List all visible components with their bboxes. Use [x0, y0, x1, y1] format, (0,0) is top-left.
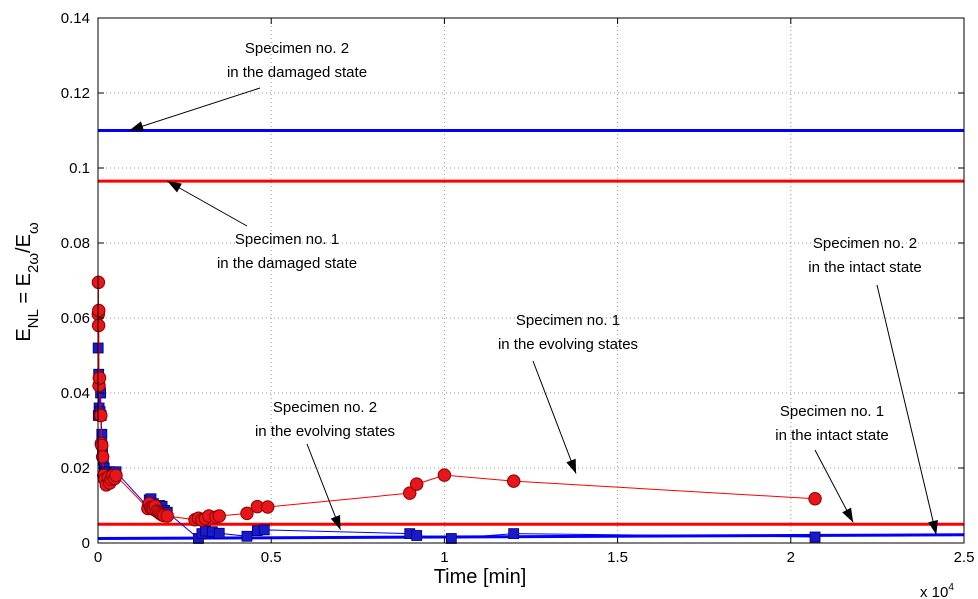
data-point-specimen2-evolving: [241, 530, 253, 542]
annotation-text: in the intact state: [775, 427, 888, 444]
data-point-specimen1-evolving: [92, 303, 106, 318]
data-point-specimen2-evolving: [445, 533, 457, 544]
annotation-arrowhead: [566, 458, 577, 474]
data-point-specimen2-evolving: [258, 524, 270, 536]
data-point-specimen2-evolving: [411, 530, 423, 541]
data-point-specimen1-evolving: [403, 486, 417, 500]
data-point-specimen1-evolving: [109, 468, 123, 483]
data-point-specimen1-evolving: [94, 408, 108, 423]
annotation-arrowhead: [928, 519, 938, 535]
annotation-arrow-line: [532, 360, 577, 474]
ann-s2-evolving: Specimen no. 2 in the evolving states: [255, 399, 395, 531]
annotation-text: in the evolving states: [498, 336, 638, 353]
data-point-specimen1-evolving: [409, 477, 424, 491]
annotation-text: Specimen no. 2: [273, 399, 377, 416]
series-line-specimen2-evolving: [97, 347, 816, 540]
y-tick-label: 0.04: [61, 385, 90, 402]
x-tick-label: 1: [440, 549, 448, 566]
data-point-specimen1-evolving: [95, 438, 109, 453]
annotation-text: Specimen no. 2: [813, 235, 917, 252]
y-tick-label: 0.1: [69, 160, 90, 177]
annotation-arrow-line: [129, 87, 261, 131]
ann-s1-intact: Specimen no. 1 in the intact state: [775, 403, 889, 523]
reference-line-specimen2-intact: [97, 533, 965, 540]
annotation-text: in the evolving states: [255, 423, 395, 440]
annotation-text: Specimen no. 1: [235, 231, 339, 248]
data-point-specimen1-evolving: [240, 506, 254, 521]
annotation-text: Specimen no. 2: [245, 40, 349, 57]
annotation-arrowhead: [330, 515, 341, 530]
x-axis-multiplier: x 104: [920, 582, 954, 599]
data-point-specimen1-evolving: [91, 318, 106, 333]
data-point-specimen1-evolving: [160, 509, 174, 523]
grid: [98, 18, 964, 543]
annotation-text: in the damaged state: [227, 64, 367, 81]
y-tick-label: 0.06: [61, 310, 90, 327]
annotation-arrowhead: [842, 507, 854, 523]
axis-ticks: 0 0.5 1 1.5 2 2.5 0 0.02 0.04 0.06 0.08 0.1 0.12 0.14: [61, 10, 975, 566]
data-point-specimen1-evolving: [506, 474, 521, 488]
annotation-arrow-line: [306, 443, 341, 531]
data-point-specimen2-evolving: [508, 528, 520, 540]
annotation-text: Specimen no. 1: [516, 312, 620, 329]
data-point-specimen1-evolving: [808, 492, 822, 506]
data-point-specimen2-evolving: [809, 531, 821, 543]
ann-s2-damaged: Specimen no. 2 in the damaged state: [129, 40, 367, 131]
annotations: Specimen no. 2in the damaged stateSpecim…: [129, 40, 938, 535]
x-tick-label: 1.5: [607, 549, 628, 566]
x-axis-label: Time [min]: [434, 566, 527, 588]
data-point-specimen1-evolving: [95, 450, 110, 464]
series-line-specimen1-evolving: [97, 282, 816, 521]
ann-s1-damaged: Specimen no. 1 in the damaged state: [167, 180, 357, 272]
annotation-text: Specimen no. 1: [780, 403, 884, 420]
data-point-specimen1-evolving: [261, 500, 275, 514]
data-point-specimen1-evolving: [437, 468, 452, 482]
annotation-text: in the damaged state: [217, 255, 357, 272]
x-tick-label: 0.5: [261, 549, 282, 566]
x-tick-label: 2.5: [954, 549, 975, 566]
ann-s2-intact: Specimen no. 2 in the intact state: [808, 235, 938, 535]
annotation-arrow-line: [876, 284, 937, 535]
y-tick-label: 0: [82, 535, 90, 552]
y-axis-label: ENL = E2ω/Eω: [13, 222, 42, 342]
annotation-arrowhead: [167, 181, 182, 193]
annotation-text: in the intact state: [808, 259, 921, 276]
annotation-arrowhead: [129, 121, 145, 131]
y-tick-label: 0.02: [61, 460, 90, 477]
x-tick-label: 0: [94, 549, 102, 566]
data-series: [91, 275, 822, 544]
series-specimen1-evolving: [91, 275, 822, 527]
x-tick-label: 2: [787, 549, 795, 566]
y-tick-label: 0.08: [61, 235, 90, 252]
y-tick-label: 0.14: [61, 10, 90, 27]
data-point-specimen1-evolving: [212, 509, 226, 523]
plot-border: [97, 17, 965, 544]
reference-lines: [97, 129, 965, 540]
data-point-specimen2-evolving: [213, 527, 225, 539]
plot-frame: [97, 17, 965, 544]
y-tick-label: 0.12: [61, 85, 90, 102]
annotation-arrow-line: [167, 180, 248, 227]
ann-s1-evolving: Specimen no. 1 in the evolving states: [498, 312, 638, 474]
data-point-specimen1-evolving: [92, 371, 107, 385]
